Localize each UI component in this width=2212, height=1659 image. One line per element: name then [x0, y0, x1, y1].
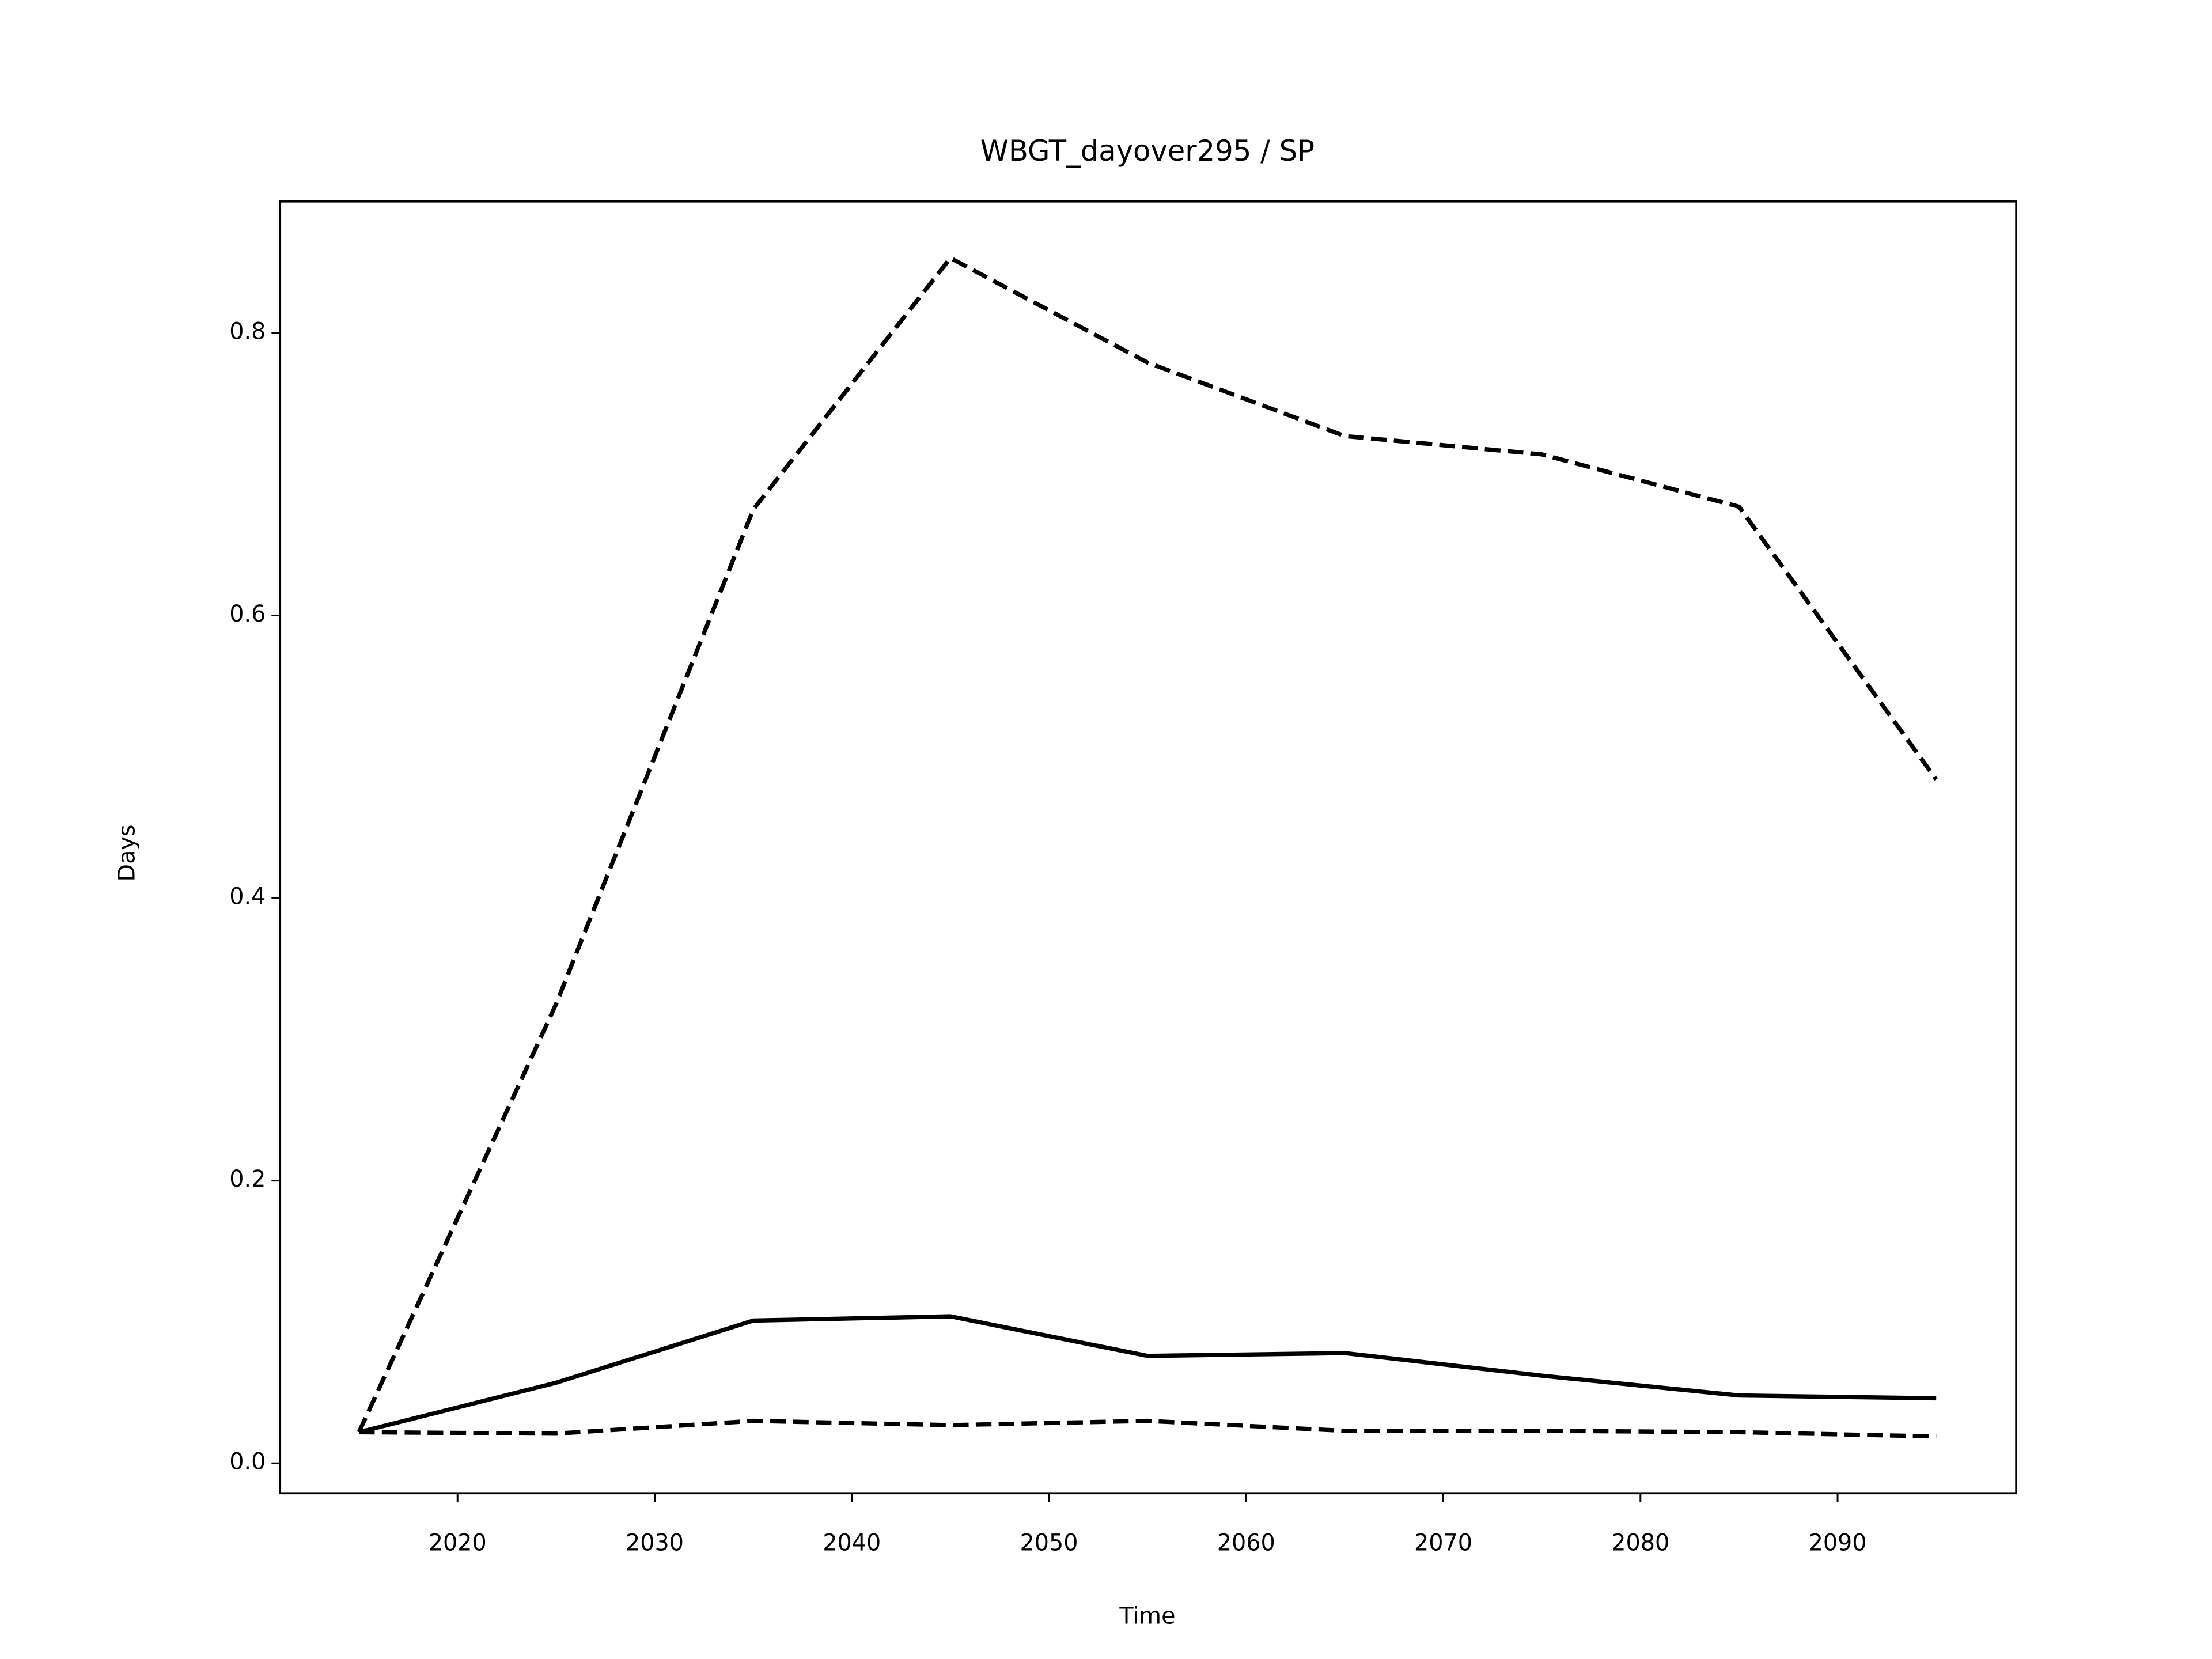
- plot-frame: [279, 200, 2018, 1495]
- series-line: [357, 255, 1938, 1433]
- x-tick-label: 2070: [1414, 1529, 1472, 1556]
- x-tick-label: 2040: [823, 1529, 881, 1556]
- x-tick-label: 2030: [626, 1529, 684, 1556]
- x-axis-label: Time: [1119, 1603, 1175, 1630]
- series-line: [359, 1418, 1937, 1439]
- x-tick-label: 2020: [429, 1529, 487, 1556]
- y-tick-label: 0.0: [229, 1449, 266, 1475]
- y-tick-label: 0.6: [229, 601, 266, 627]
- x-tick-label: 2060: [1217, 1529, 1275, 1556]
- series-line: [358, 1314, 1937, 1434]
- x-tick-label: 2080: [1611, 1529, 1669, 1556]
- y-tick-label: 0.2: [229, 1166, 266, 1192]
- x-tick-label: 2090: [1809, 1529, 1867, 1556]
- x-tick-label: 2050: [1020, 1529, 1078, 1556]
- y-axis-label: Days: [114, 824, 141, 881]
- y-tick-label: 0.4: [229, 884, 266, 910]
- y-tick-label: 0.8: [229, 318, 266, 344]
- chart-title: WBGT_dayover295 / SP: [980, 134, 1315, 168]
